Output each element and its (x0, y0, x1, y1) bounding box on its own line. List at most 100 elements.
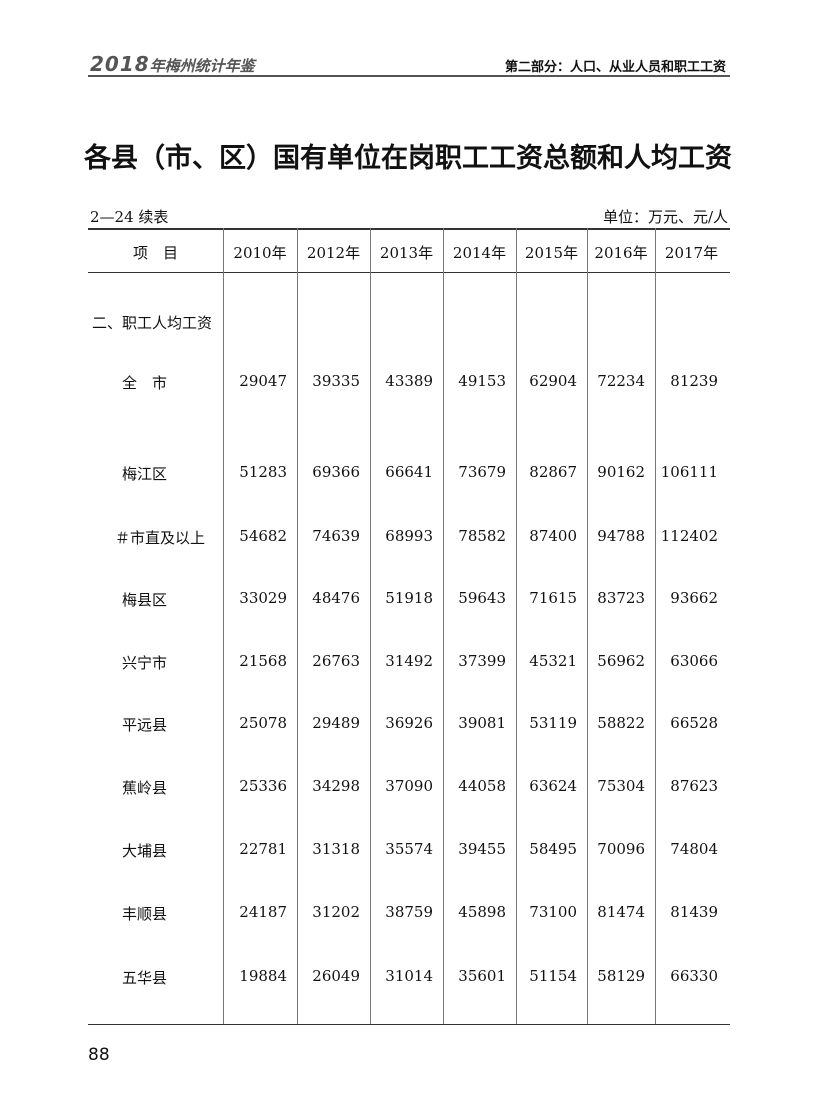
column-header: 2016年 (594, 244, 648, 262)
column-header: 2017年 (664, 244, 719, 262)
table-cell: 87400 (529, 527, 577, 545)
book-title: 2018年梅州统计年鉴 (90, 52, 255, 76)
table-cell: 66330 (670, 967, 718, 985)
column-header: 2012年 (306, 244, 361, 262)
table-cell: 81474 (597, 903, 645, 921)
table-cell: 29047 (239, 372, 287, 390)
table-cell: 93662 (670, 589, 718, 607)
column-header: 2010年 (233, 244, 287, 262)
table-cell: 68993 (385, 527, 433, 545)
row-label: 五华县 (122, 969, 168, 987)
table-cell: 31492 (385, 652, 433, 670)
table-cell: 71615 (529, 589, 577, 607)
table-cell: 44058 (458, 777, 506, 795)
table-cell: 31014 (385, 967, 433, 985)
table-cell: 94788 (597, 527, 645, 545)
column-divider (443, 228, 444, 1024)
column-header: 2014年 (452, 244, 507, 262)
page-title: 各县（市、区）国有单位在岗职工工资总额和人均工资 (84, 143, 732, 174)
table-cell: 87623 (670, 777, 718, 795)
table-cell: 49153 (458, 372, 506, 390)
table-cell: 31202 (312, 903, 360, 921)
table-cell: 51154 (529, 967, 577, 985)
row-label: 丰顺县 (122, 905, 168, 923)
column-divider (587, 228, 588, 1024)
table-cell: 26049 (312, 967, 360, 985)
book-year: 2018 (90, 52, 150, 76)
row-label: 梅江区 (122, 465, 168, 483)
table-cell: 73679 (458, 463, 506, 481)
row-label: 蕉岭县 (122, 779, 168, 797)
table-cell: 82867 (529, 463, 577, 481)
table-cell: 51918 (385, 589, 433, 607)
table-cell: 63624 (529, 777, 577, 795)
column-header: 项 目 (132, 244, 178, 262)
table-cell: 45898 (458, 903, 506, 921)
table-cell: 74639 (312, 527, 360, 545)
table-cell: 38759 (385, 903, 433, 921)
row-label: 全 市 (122, 374, 168, 392)
table-cell: 33029 (239, 589, 287, 607)
row-label: 大埔县 (122, 842, 168, 860)
table-cell: 22781 (239, 840, 287, 858)
table-cell: 35574 (385, 840, 433, 858)
table-cell: 29489 (312, 714, 360, 732)
table-cell: 39081 (458, 714, 506, 732)
row-label: 梅县区 (122, 591, 168, 609)
row-label: ＃市直及以上 (115, 529, 206, 547)
column-divider (655, 228, 656, 1024)
table-cell: 37399 (458, 652, 506, 670)
table-cell: 48476 (312, 589, 360, 607)
column-header: 2013年 (379, 244, 434, 262)
table-top-rule (88, 228, 730, 230)
table-cell: 69366 (312, 463, 360, 481)
column-divider (297, 228, 298, 1024)
table-cell: 81239 (670, 372, 718, 390)
table-cell: 45321 (529, 652, 577, 670)
table-cell: 106111 (660, 463, 718, 481)
table-cell: 58495 (529, 840, 577, 858)
table-cell: 39335 (312, 372, 360, 390)
table-cell: 25078 (239, 714, 287, 732)
table-cell: 24187 (239, 903, 287, 921)
table-cell: 90162 (597, 463, 645, 481)
table-cell: 53119 (529, 714, 577, 732)
table-cell: 39455 (458, 840, 506, 858)
book-name: 年梅州统计年鉴 (149, 57, 255, 75)
row-label: 兴宁市 (122, 654, 168, 672)
column-divider (370, 228, 371, 1024)
table-cell: 58129 (597, 967, 645, 985)
table-cell: 73100 (529, 903, 577, 921)
unit-label: 单位：万元、元/人 (602, 208, 728, 226)
table-cell: 19884 (239, 967, 287, 985)
table-cell: 37090 (385, 777, 433, 795)
table-cell: 51283 (239, 463, 287, 481)
page-number: 88 (88, 1045, 110, 1065)
header-rule (88, 75, 730, 77)
table-cell: 70096 (597, 840, 645, 858)
table-cell: 43389 (385, 372, 433, 390)
table-cell: 66641 (385, 463, 433, 481)
table-cell: 72234 (597, 372, 645, 390)
row-label: 平远县 (122, 716, 168, 734)
table-cell: 112402 (660, 527, 718, 545)
table-cell: 66528 (670, 714, 718, 732)
table-cell: 31318 (312, 840, 360, 858)
table-bottom-rule (88, 1024, 730, 1025)
table-cell: 34298 (312, 777, 360, 795)
section-title: 第二部分：人口、从业人员和职工工资 (504, 60, 726, 75)
table-cell: 56962 (597, 652, 645, 670)
table-cell: 74804 (670, 840, 718, 858)
table-cell: 58822 (597, 714, 645, 732)
table-cell: 36926 (385, 714, 433, 732)
table-cell: 54682 (239, 527, 287, 545)
table-number: 2—24 续表 (90, 208, 169, 226)
column-header: 2015年 (524, 244, 579, 262)
table-cell: 35601 (458, 967, 506, 985)
table-cell: 83723 (597, 589, 645, 607)
table-cell: 26763 (312, 652, 360, 670)
table-cell: 63066 (670, 652, 718, 670)
column-divider (223, 228, 224, 1024)
column-divider (516, 228, 517, 1024)
